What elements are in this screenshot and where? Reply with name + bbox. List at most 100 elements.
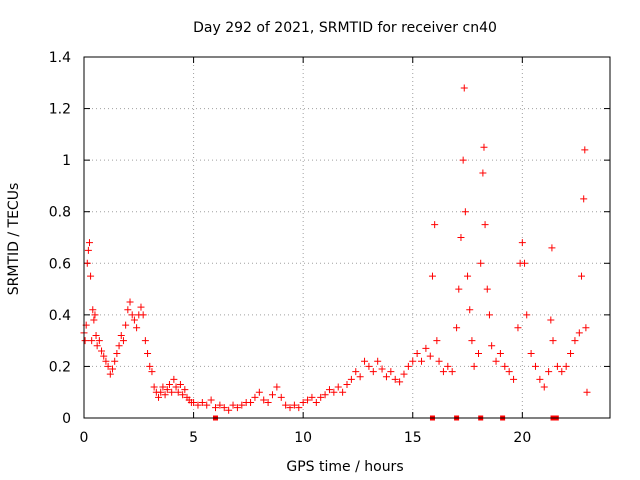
data-point xyxy=(148,368,156,376)
data-point xyxy=(439,368,447,376)
data-point xyxy=(198,399,206,407)
data-point xyxy=(479,169,487,177)
data-point xyxy=(268,391,276,399)
data-point xyxy=(433,337,441,345)
data-point xyxy=(480,143,488,151)
data-point xyxy=(137,303,145,311)
data-point xyxy=(477,259,485,267)
data-point xyxy=(117,331,125,339)
data-point xyxy=(229,401,237,409)
x-axis-label: GPS time / hours xyxy=(286,459,403,475)
data-point xyxy=(89,306,97,314)
data-point xyxy=(84,246,92,254)
data-point xyxy=(172,383,180,391)
data-point xyxy=(496,350,504,358)
data-point xyxy=(553,362,561,370)
data-point xyxy=(330,388,338,396)
data-point xyxy=(505,368,513,376)
data-point xyxy=(382,373,390,381)
data-point xyxy=(460,84,468,92)
data-point xyxy=(126,298,134,306)
data-point xyxy=(461,208,469,216)
data-point xyxy=(536,375,544,383)
data-point xyxy=(510,375,518,383)
data-point xyxy=(122,321,130,329)
data-point xyxy=(238,401,246,409)
data-point xyxy=(396,378,404,386)
data-point xyxy=(113,350,121,358)
data-point xyxy=(260,396,268,404)
data-point xyxy=(431,221,439,229)
y-tick-label: 0.4 xyxy=(49,308,71,324)
data-point xyxy=(83,259,91,267)
data-point xyxy=(514,324,522,332)
data-point xyxy=(163,386,171,394)
x-tick-label: 15 xyxy=(404,430,422,446)
data-point xyxy=(583,388,591,396)
data-point xyxy=(545,368,553,376)
data-point xyxy=(115,342,123,350)
data-point xyxy=(150,383,158,391)
data-point xyxy=(104,362,112,370)
data-point xyxy=(157,388,165,396)
x-tick-label: 5 xyxy=(189,430,198,446)
data-point xyxy=(481,221,489,229)
data-point xyxy=(459,156,467,164)
data-point xyxy=(347,375,355,383)
data-point xyxy=(90,316,98,324)
x-tick-label: 20 xyxy=(513,430,531,446)
data-point xyxy=(501,362,509,370)
data-point xyxy=(108,365,116,373)
data-point xyxy=(558,368,566,376)
data-point xyxy=(133,324,141,332)
data-point xyxy=(483,285,491,293)
data-point xyxy=(531,362,539,370)
data-point xyxy=(404,362,412,370)
data-point xyxy=(325,386,333,394)
data-point xyxy=(165,380,173,388)
data-point xyxy=(387,368,395,376)
x-tick-label: 10 xyxy=(294,430,312,446)
data-point xyxy=(426,352,434,360)
data-point xyxy=(190,399,198,407)
data-point xyxy=(181,386,189,394)
data-point xyxy=(518,239,526,247)
data-point xyxy=(464,272,472,280)
data-point xyxy=(295,404,303,412)
data-point xyxy=(179,391,187,399)
y-tick-label: 1.2 xyxy=(49,102,71,118)
data-point xyxy=(286,404,294,412)
data-point xyxy=(225,406,233,414)
data-point xyxy=(548,244,556,252)
y-tick-label: 0.8 xyxy=(49,205,71,221)
y-tick-label: 1.4 xyxy=(49,50,71,66)
data-point xyxy=(547,316,555,324)
data-point xyxy=(304,396,312,404)
data-point xyxy=(155,393,163,401)
data-point xyxy=(124,306,132,314)
data-point xyxy=(203,401,211,409)
data-point xyxy=(523,311,531,319)
y-tick-label: 0.2 xyxy=(49,359,71,375)
data-point xyxy=(422,344,430,352)
data-point xyxy=(578,272,586,280)
data-point xyxy=(139,311,147,319)
data-point xyxy=(540,383,548,391)
data-point xyxy=(453,324,461,332)
data-point xyxy=(485,311,493,319)
data-point xyxy=(247,399,255,407)
data-point xyxy=(290,401,298,409)
data-point xyxy=(130,316,138,324)
x-tick-label: 0 xyxy=(80,430,89,446)
data-point xyxy=(91,311,99,319)
data-point xyxy=(409,357,417,365)
data-point xyxy=(273,383,281,391)
grid-lines xyxy=(84,57,610,418)
data-point xyxy=(435,357,443,365)
chart-title: Day 292 of 2021, SRMTID for receiver cn4… xyxy=(193,20,497,36)
data-point xyxy=(369,368,377,376)
data-point xyxy=(176,380,184,388)
data-point xyxy=(87,272,95,280)
data-point xyxy=(418,357,426,365)
data-point xyxy=(521,259,529,267)
